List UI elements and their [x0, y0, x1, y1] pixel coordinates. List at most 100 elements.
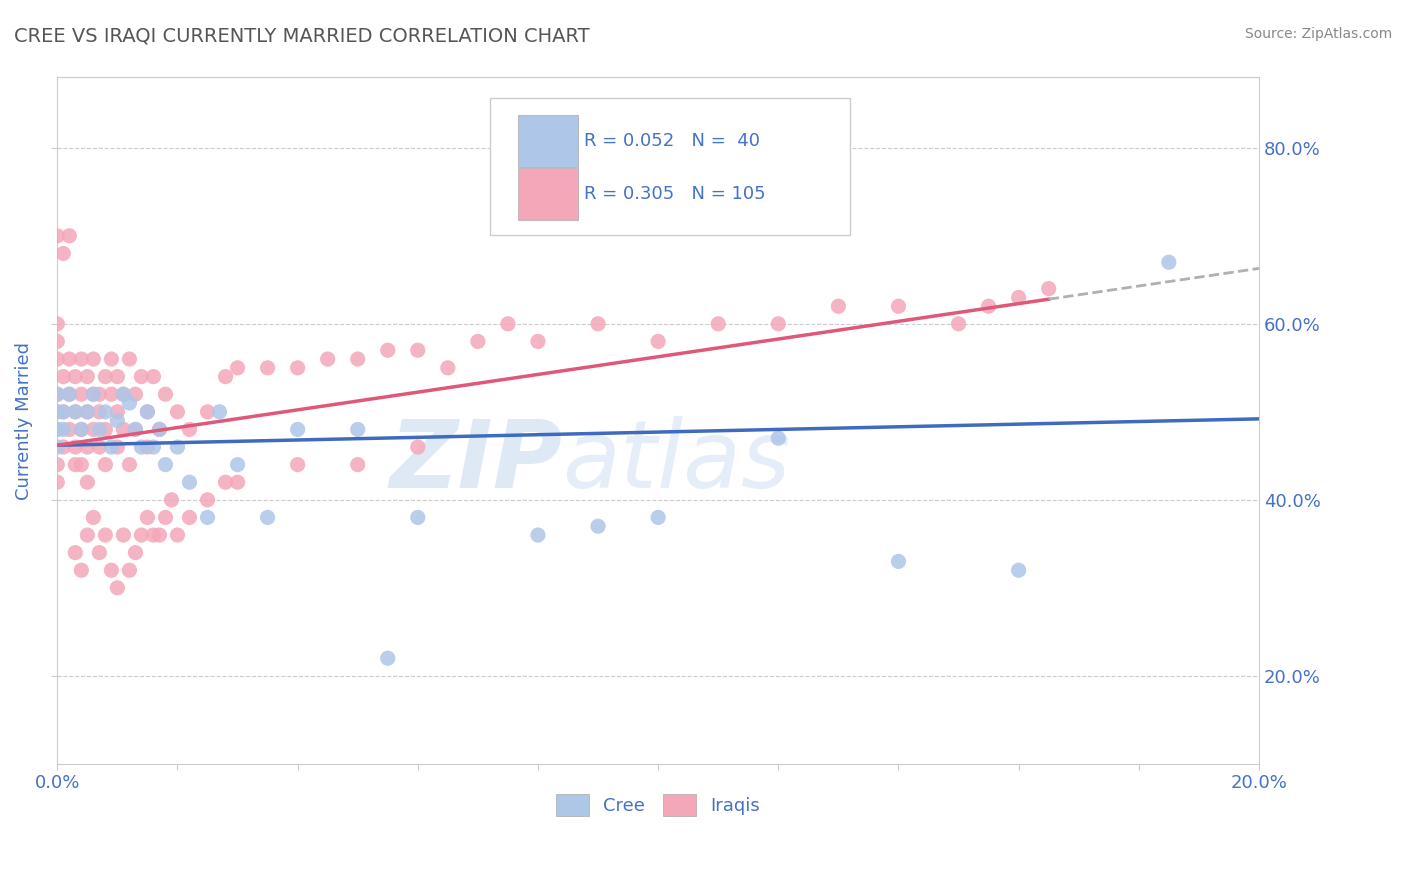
- Point: [527, 334, 550, 349]
- Point: [256, 510, 278, 524]
- FancyBboxPatch shape: [489, 98, 851, 235]
- Point: [58, 387, 80, 401]
- Point: [58, 352, 80, 367]
- Point: [136, 510, 159, 524]
- Point: [124, 387, 146, 401]
- Point: [131, 440, 153, 454]
- Point: [142, 369, 165, 384]
- Point: [887, 554, 910, 568]
- Point: [46, 317, 69, 331]
- Point: [89, 387, 111, 401]
- Point: [197, 405, 219, 419]
- Point: [65, 440, 87, 454]
- Point: [1007, 563, 1029, 577]
- Point: [46, 422, 69, 436]
- Point: [287, 458, 309, 472]
- Point: [768, 317, 790, 331]
- Point: [52, 422, 75, 436]
- Point: [586, 317, 609, 331]
- Point: [52, 369, 75, 384]
- Point: [46, 475, 69, 490]
- Point: [124, 546, 146, 560]
- Point: [105, 369, 128, 384]
- Point: [105, 440, 128, 454]
- Point: [100, 352, 122, 367]
- Point: [316, 352, 339, 367]
- Point: [94, 405, 117, 419]
- Point: [1038, 282, 1060, 296]
- Point: [155, 387, 177, 401]
- Point: [166, 440, 188, 454]
- Point: [100, 440, 122, 454]
- Point: [105, 414, 128, 428]
- Point: [136, 405, 159, 419]
- Point: [118, 396, 141, 410]
- Point: [46, 422, 69, 436]
- Y-axis label: Currently Married: Currently Married: [15, 342, 32, 500]
- Point: [76, 405, 98, 419]
- Point: [82, 510, 104, 524]
- Point: [406, 343, 429, 358]
- Point: [46, 440, 69, 454]
- Point: [166, 528, 188, 542]
- Point: [142, 440, 165, 454]
- Point: [346, 458, 368, 472]
- Point: [1007, 290, 1029, 304]
- Point: [131, 528, 153, 542]
- Point: [52, 405, 75, 419]
- Point: [112, 422, 135, 436]
- Point: [112, 387, 135, 401]
- Point: [208, 405, 231, 419]
- Point: [214, 475, 236, 490]
- Point: [346, 352, 368, 367]
- Text: atlas: atlas: [562, 417, 790, 508]
- Point: [70, 458, 93, 472]
- Point: [89, 422, 111, 436]
- Point: [160, 492, 183, 507]
- FancyBboxPatch shape: [517, 168, 578, 219]
- Point: [89, 546, 111, 560]
- Point: [100, 563, 122, 577]
- Point: [118, 458, 141, 472]
- Point: [346, 422, 368, 436]
- Point: [406, 440, 429, 454]
- Point: [226, 458, 249, 472]
- Point: [226, 475, 249, 490]
- Point: [1157, 255, 1180, 269]
- Point: [52, 440, 75, 454]
- Point: [89, 440, 111, 454]
- Point: [70, 352, 93, 367]
- Point: [58, 422, 80, 436]
- Point: [76, 369, 98, 384]
- Point: [58, 387, 80, 401]
- Point: [647, 510, 669, 524]
- Point: [124, 422, 146, 436]
- Text: R = 0.052   N =  40: R = 0.052 N = 40: [583, 132, 759, 150]
- Point: [887, 299, 910, 313]
- Point: [94, 369, 117, 384]
- Point: [100, 387, 122, 401]
- Point: [155, 458, 177, 472]
- Point: [124, 422, 146, 436]
- Point: [94, 528, 117, 542]
- Point: [65, 546, 87, 560]
- Point: [52, 246, 75, 260]
- Point: [52, 405, 75, 419]
- Point: [142, 528, 165, 542]
- Point: [105, 405, 128, 419]
- Point: [155, 510, 177, 524]
- Point: [827, 299, 849, 313]
- Point: [166, 405, 188, 419]
- Point: [82, 352, 104, 367]
- Point: [65, 405, 87, 419]
- Point: [65, 405, 87, 419]
- Text: ZIP: ZIP: [389, 416, 562, 508]
- Point: [131, 369, 153, 384]
- Point: [46, 405, 69, 419]
- Text: R = 0.305   N = 105: R = 0.305 N = 105: [583, 186, 765, 203]
- Point: [527, 528, 550, 542]
- Point: [707, 317, 730, 331]
- Point: [179, 475, 201, 490]
- Point: [46, 458, 69, 472]
- Point: [647, 334, 669, 349]
